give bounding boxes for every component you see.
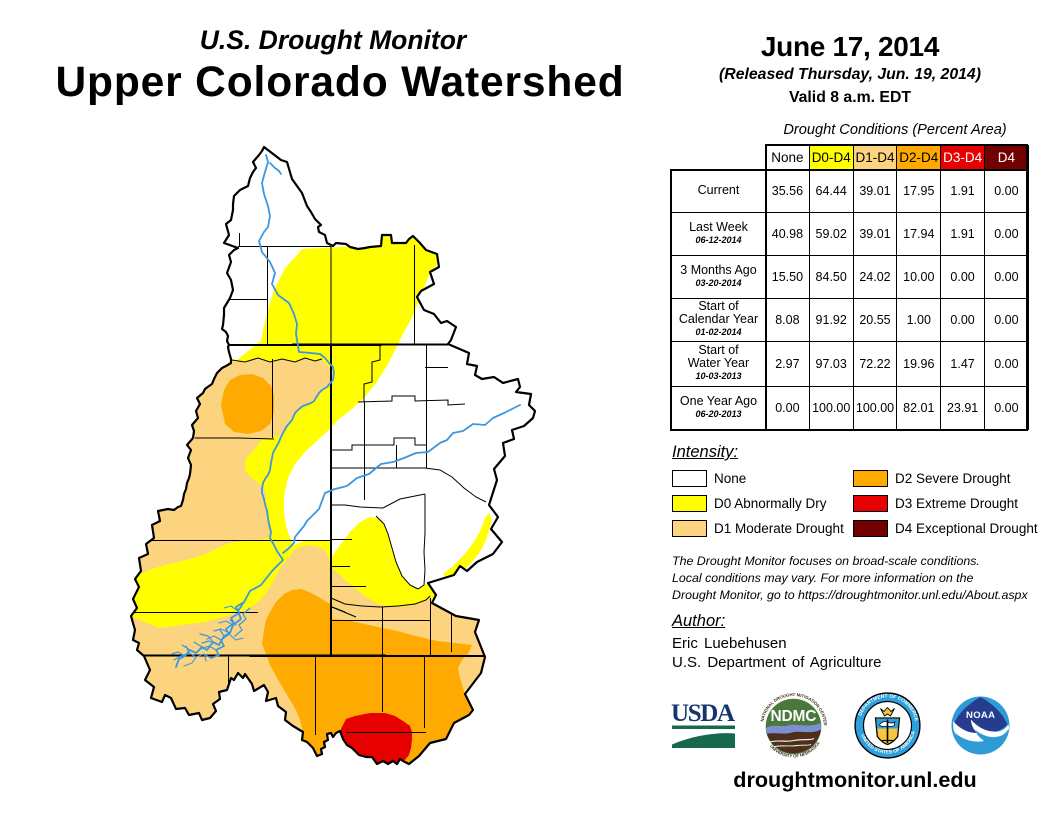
svg-text:USDA: USDA [671,701,735,727]
svg-text:NDMC: NDMC [771,708,817,725]
svg-text:NOAA: NOAA [966,710,995,721]
